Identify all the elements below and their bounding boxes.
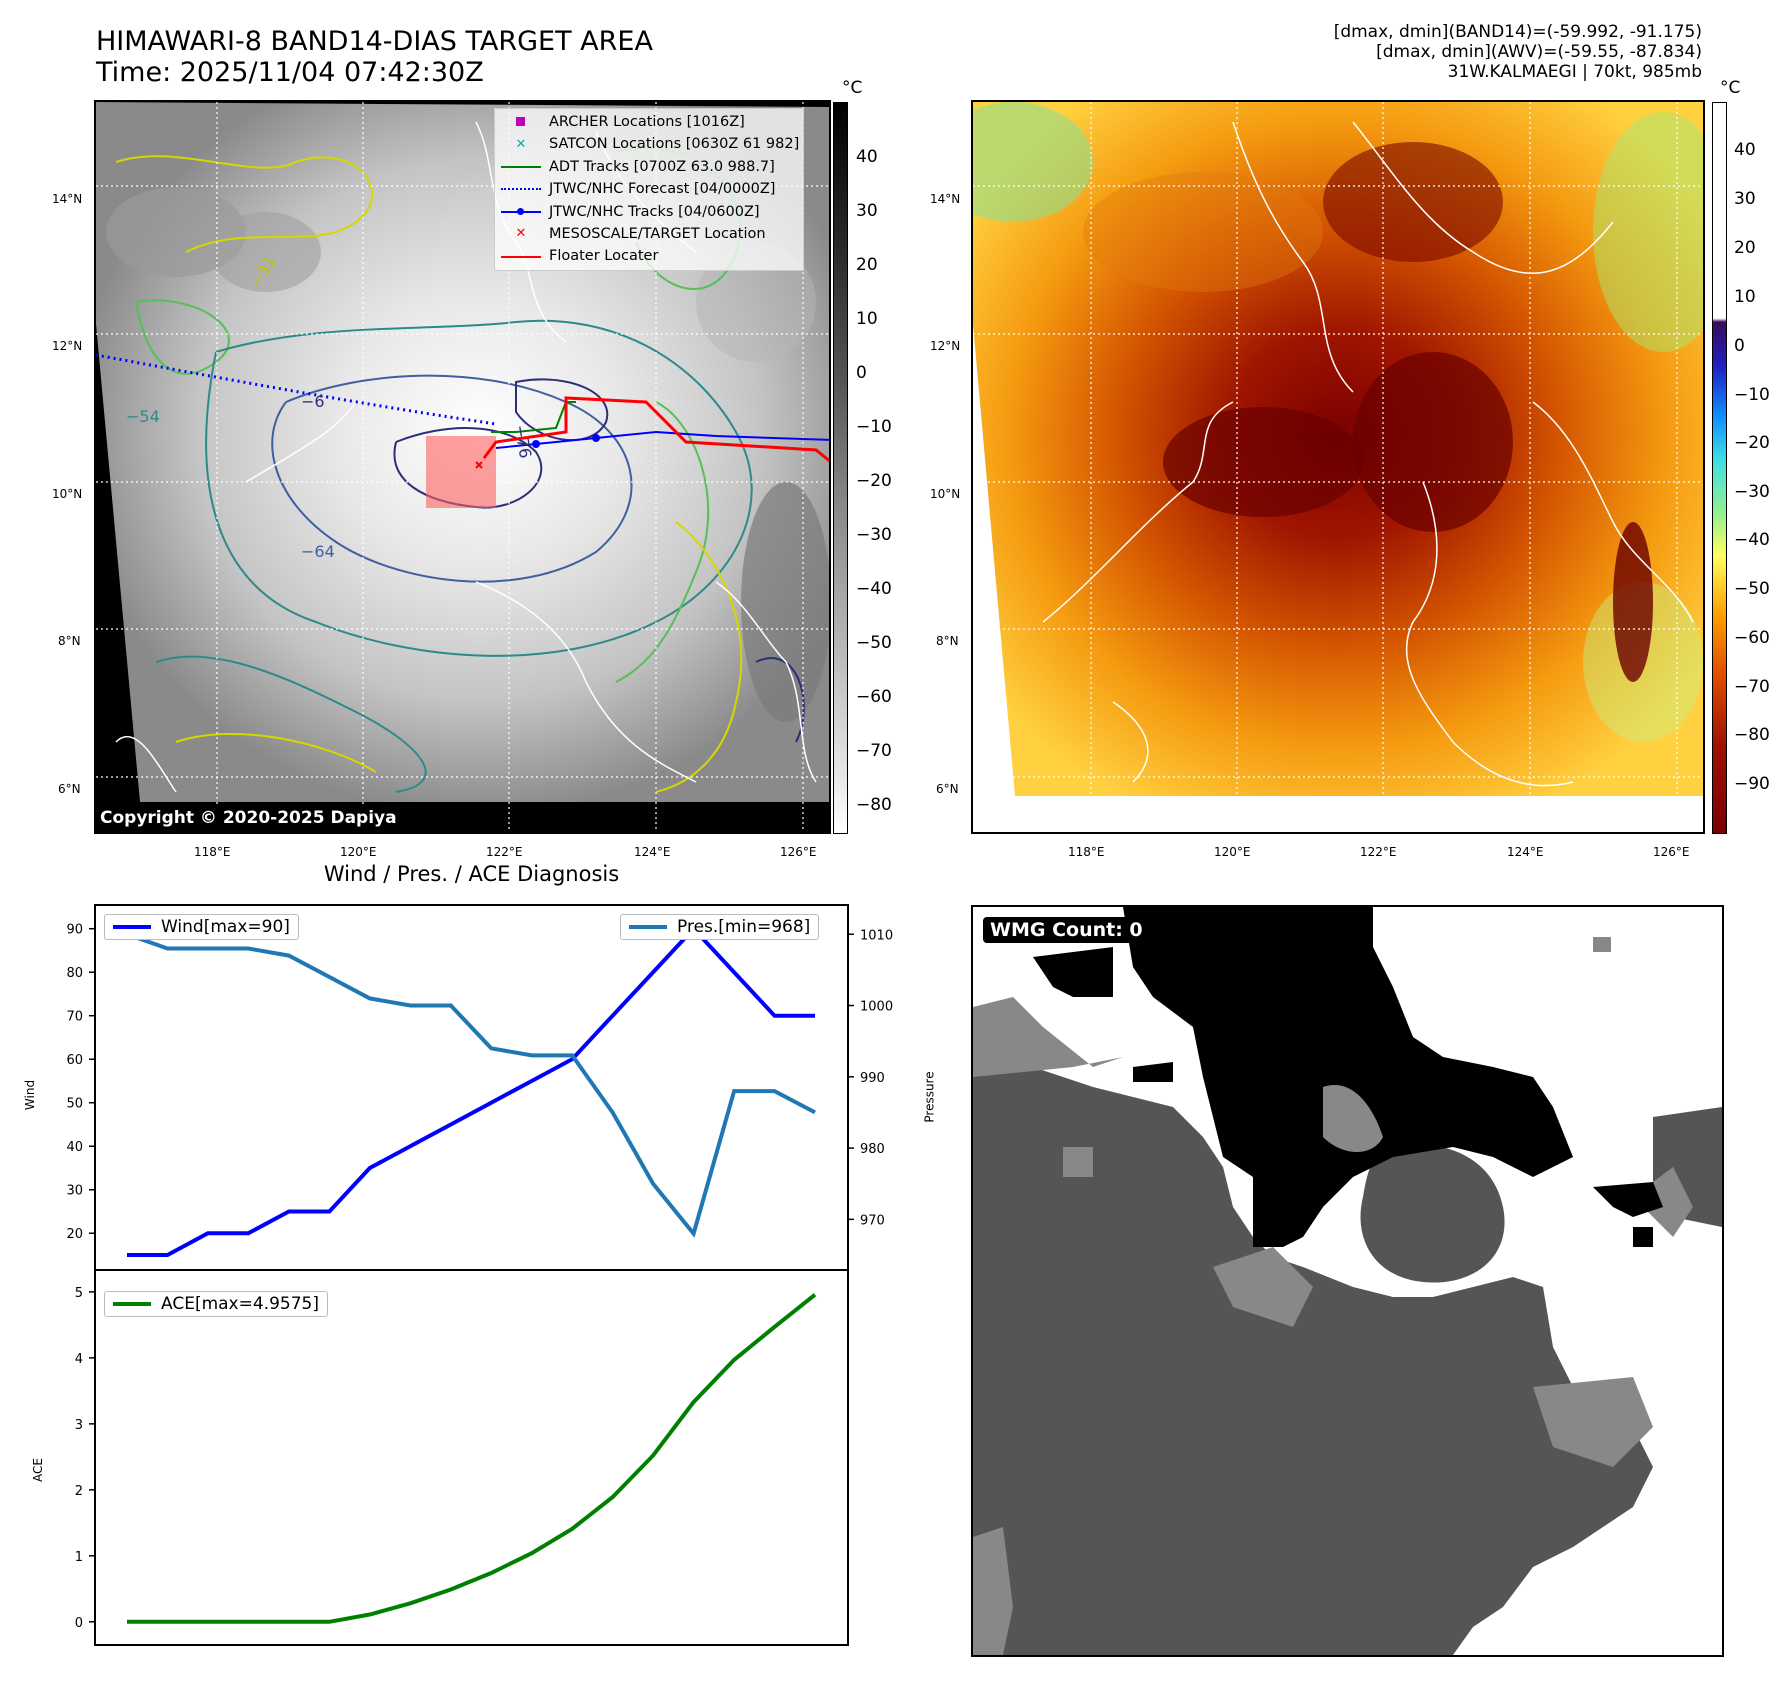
wmg-panel: WMG Count: 0 [971, 905, 1724, 1657]
wind-tick-label: 70 [66, 1010, 83, 1025]
pressure-tick-label: 970 [860, 1213, 885, 1228]
contour-label: −54 [126, 407, 160, 426]
wind-series-line [127, 925, 815, 1257]
ace-tick-label: 2 [75, 1484, 83, 1499]
pressure-tick-label: 1000 [860, 1000, 893, 1015]
wind-legend: Wind[max=90] [104, 914, 299, 940]
awv-map-image [973, 102, 1703, 832]
lon-label: 118°E [194, 845, 231, 859]
wind-tick-label: 60 [66, 1053, 83, 1068]
lon-label: 124°E [1507, 845, 1544, 859]
pressure-axis-label-text: Pressure [922, 1071, 937, 1123]
legend-item-adt: ADT Tracks [0700Z 63.0 988.7] [501, 156, 799, 178]
ace-axis-label: ACE [31, 1458, 45, 1482]
wmg-count-badge: WMG Count: 0 [983, 917, 1150, 943]
lon-label: 120°E [340, 845, 377, 859]
wind-pres-panel [94, 904, 849, 1271]
lat-label: 10°N [52, 487, 83, 501]
ace-tick-label: 5 [75, 1286, 83, 1301]
wind-tick-label: 90 [66, 923, 83, 938]
ace-panel [94, 1269, 849, 1646]
lat-label: 6°N [58, 782, 81, 796]
target-area-box [426, 436, 496, 508]
band14-map-image [96, 102, 829, 832]
pressure-tick-label: 990 [860, 1071, 885, 1086]
lat-label: 14°N [930, 192, 961, 206]
dmax-dmin-info: [dmax, dmin](BAND14)=(-59.992, -91.175) … [1334, 22, 1702, 82]
lon-label: 122°E [486, 845, 523, 859]
legend-item-floater: Floater Locater [501, 245, 799, 267]
lat-label: 8°N [936, 634, 959, 648]
info-awv: [dmax, dmin](AWV)=(-59.55, -87.834) [1376, 42, 1702, 62]
ace-tick-label: 1 [75, 1550, 83, 1565]
lon-label: 126°E [1653, 845, 1690, 859]
legend-item-archer: ARCHER Locations [1016Z] [501, 111, 799, 133]
title-line-2: Time: 2025/11/04 07:42:30Z [96, 57, 484, 88]
ace-series-line [127, 1293, 817, 1624]
colorbar-unit: °C [1720, 78, 1741, 98]
lon-label: 118°E [1068, 845, 1105, 859]
ace-tick-label: 3 [75, 1418, 83, 1433]
wind-tick-label: 20 [66, 1227, 83, 1242]
lon-label: 120°E [1214, 845, 1251, 859]
ace-legend: ACE[max=4.9575] [104, 1291, 328, 1317]
lat-label: 12°N [52, 339, 83, 353]
lat-label: 8°N [58, 634, 81, 648]
lat-label: 10°N [930, 487, 961, 501]
wind-tick-label: 30 [66, 1184, 83, 1199]
title-line-1: HIMAWARI-8 BAND14-DIAS TARGET AREA [96, 26, 653, 57]
awv-colorbar [1712, 102, 1727, 834]
lon-label: 126°E [780, 845, 817, 859]
contour-label: −64 [301, 542, 335, 561]
ace-tick-label: 4 [75, 1352, 83, 1367]
lat-label: 14°N [52, 192, 83, 206]
colorbar-unit: °C [842, 78, 863, 98]
wind-tick-label: 50 [66, 1097, 83, 1112]
contour-label: −6 [301, 392, 325, 411]
lon-label: 124°E [634, 845, 671, 859]
pressure-series-line [126, 932, 816, 1238]
band14-colorbar [833, 102, 848, 834]
lat-label: 12°N [930, 339, 961, 353]
info-storm: 31W.KALMAEGI | 70kt, 985mb [1447, 62, 1702, 82]
diagnosis-chart: 90 80 70 60 50 40 30 20 1010 1000 990 980 970 5 4 3 2 1… [23, 904, 893, 1646]
pressure-tick-label: 980 [860, 1142, 885, 1157]
lon-label: 122°E [1360, 845, 1397, 859]
legend-item-jtwc-tracks: JTWC/NHC Tracks [04/0600Z] [501, 201, 799, 223]
diagnosis-title: Wind / Pres. / ACE Diagnosis [323, 862, 620, 886]
ace-tick-label: 0 [75, 1616, 83, 1631]
pressure-legend: Pres.[min=968] [620, 914, 820, 940]
awv-map-panel [971, 100, 1705, 834]
wind-axis-label: Wind [23, 1080, 37, 1110]
wind-tick-label: 40 [66, 1140, 83, 1155]
pressure-legend-swatch [629, 925, 667, 929]
figure-title: HIMAWARI-8 BAND14-DIAS TARGET AREA Time:… [96, 26, 653, 88]
wind-tick-label: 80 [66, 966, 83, 981]
legend-item-satcon: ✕ SATCON Locations [0630Z 61 982] [515, 136, 800, 153]
wind-legend-swatch [113, 925, 151, 929]
lat-label: 6°N [936, 782, 959, 796]
map-legend: ARCHER Locations [1016Z] ✕ SATCON Locati… [494, 108, 805, 271]
ace-legend-swatch [113, 1302, 151, 1306]
band14-map-panel: −31 −54 −64 −76 −6 ARCHER Locations [101… [94, 100, 831, 834]
pressure-tick-label: 1010 [860, 928, 893, 943]
legend-item-target: ✕ MESOSCALE/TARGET Location [515, 226, 766, 243]
copyright-label: Copyright © 2020-2025 Dapiya [96, 806, 401, 830]
wmg-image [973, 907, 1722, 1655]
legend-item-jtwc-forecast: JTWC/NHC Forecast [04/0000Z] [501, 178, 799, 200]
info-band14: [dmax, dmin](BAND14)=(-59.992, -91.175) [1333, 22, 1702, 42]
